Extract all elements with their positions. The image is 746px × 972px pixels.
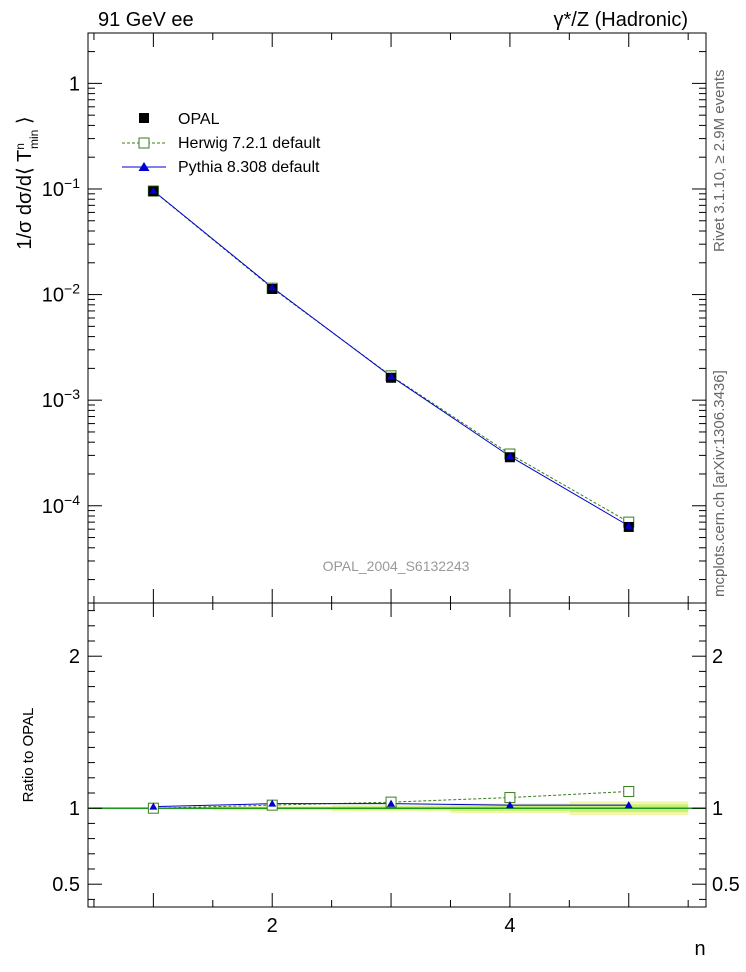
- rivet-version-label: Rivet 3.1.10, ≥ 2.9M events: [711, 70, 728, 253]
- x-tick-label: 4: [504, 915, 515, 937]
- header-left-label: 91 GeV ee: [98, 9, 194, 31]
- ratio-pythia-point: [624, 801, 633, 809]
- ratio-herwig-point: [623, 785, 635, 797]
- main-y-tick-label: 10−4: [42, 492, 80, 518]
- ratio-y-tick-label-left: 2: [69, 646, 80, 668]
- ratio-series-group: [147, 785, 635, 814]
- pythia-point: [387, 372, 396, 380]
- analysis-watermark: OPAL_2004_S6132243: [323, 558, 470, 574]
- pythia-point: [149, 186, 158, 194]
- main-series-group: [147, 185, 635, 532]
- pythia-point: [624, 521, 633, 529]
- ratio-pythia-point: [268, 799, 277, 807]
- legend-pythia-label: Pythia 8.308 default: [178, 159, 320, 176]
- main-y-tick-label: 10−2: [42, 281, 80, 307]
- mcplots-label: mcplots.cern.ch [arXiv:1306.3436]: [711, 370, 728, 597]
- legend-herwig-marker: [138, 137, 150, 149]
- pythia-line: [153, 190, 630, 527]
- ratio-y-tick-label-right: 0.5: [712, 874, 740, 896]
- legend-pythia-marker: [138, 162, 150, 171]
- ratio-y-tick-label-left: 0.5: [52, 874, 80, 896]
- ratio-herwig-point: [504, 792, 516, 804]
- main-panel: 1 10−1 10−2 10−3 10−4 1/σ dσ/d⟨ Tnmin ⟩ OPAL…: [13, 32, 707, 604]
- herwig-line: [153, 190, 629, 523]
- ratio-pythia-point: [387, 799, 396, 807]
- main-y-tick-label: 1: [69, 73, 80, 95]
- pythia-point: [505, 452, 514, 460]
- ratio-y-tick-label-right: 1: [712, 798, 723, 820]
- ratio-plot-frame: [87, 602, 707, 908]
- ratio-y-axis-title: Ratio to OPAL: [20, 708, 37, 803]
- ratio-pythia-point: [149, 802, 158, 810]
- ratio-y-tick-label-right: 2: [712, 646, 723, 668]
- legend: OPAL Herwig 7.2.1 default Pythia 8.308 d…: [122, 111, 321, 176]
- ratio-axis-ticks: 0.5 0.5 1 1 2 2 2 4: [52, 603, 740, 937]
- ratio-pythia-point: [505, 801, 514, 809]
- x-tick-label: 2: [267, 915, 278, 937]
- header-right-label: γ*/Z (Hadronic): [554, 9, 688, 31]
- main-y-axis-title: 1/σ dσ/d⟨ Tnmin ⟩: [13, 116, 41, 249]
- x-axis-title: n: [694, 938, 705, 960]
- pythia-point: [268, 283, 277, 291]
- legend-opal-label: OPAL: [178, 111, 220, 128]
- legend-herwig-label: Herwig 7.2.1 default: [178, 135, 321, 152]
- ratio-panel: 0.5 0.5 1 1 2 2 2 4 Ratio to OPAL n: [20, 602, 740, 960]
- ratio-y-tick-label-left: 1: [69, 798, 80, 820]
- legend-opal-marker: [139, 113, 149, 123]
- main-y-tick-label: 10−1: [42, 175, 80, 201]
- main-y-tick-label: 10−3: [42, 386, 80, 412]
